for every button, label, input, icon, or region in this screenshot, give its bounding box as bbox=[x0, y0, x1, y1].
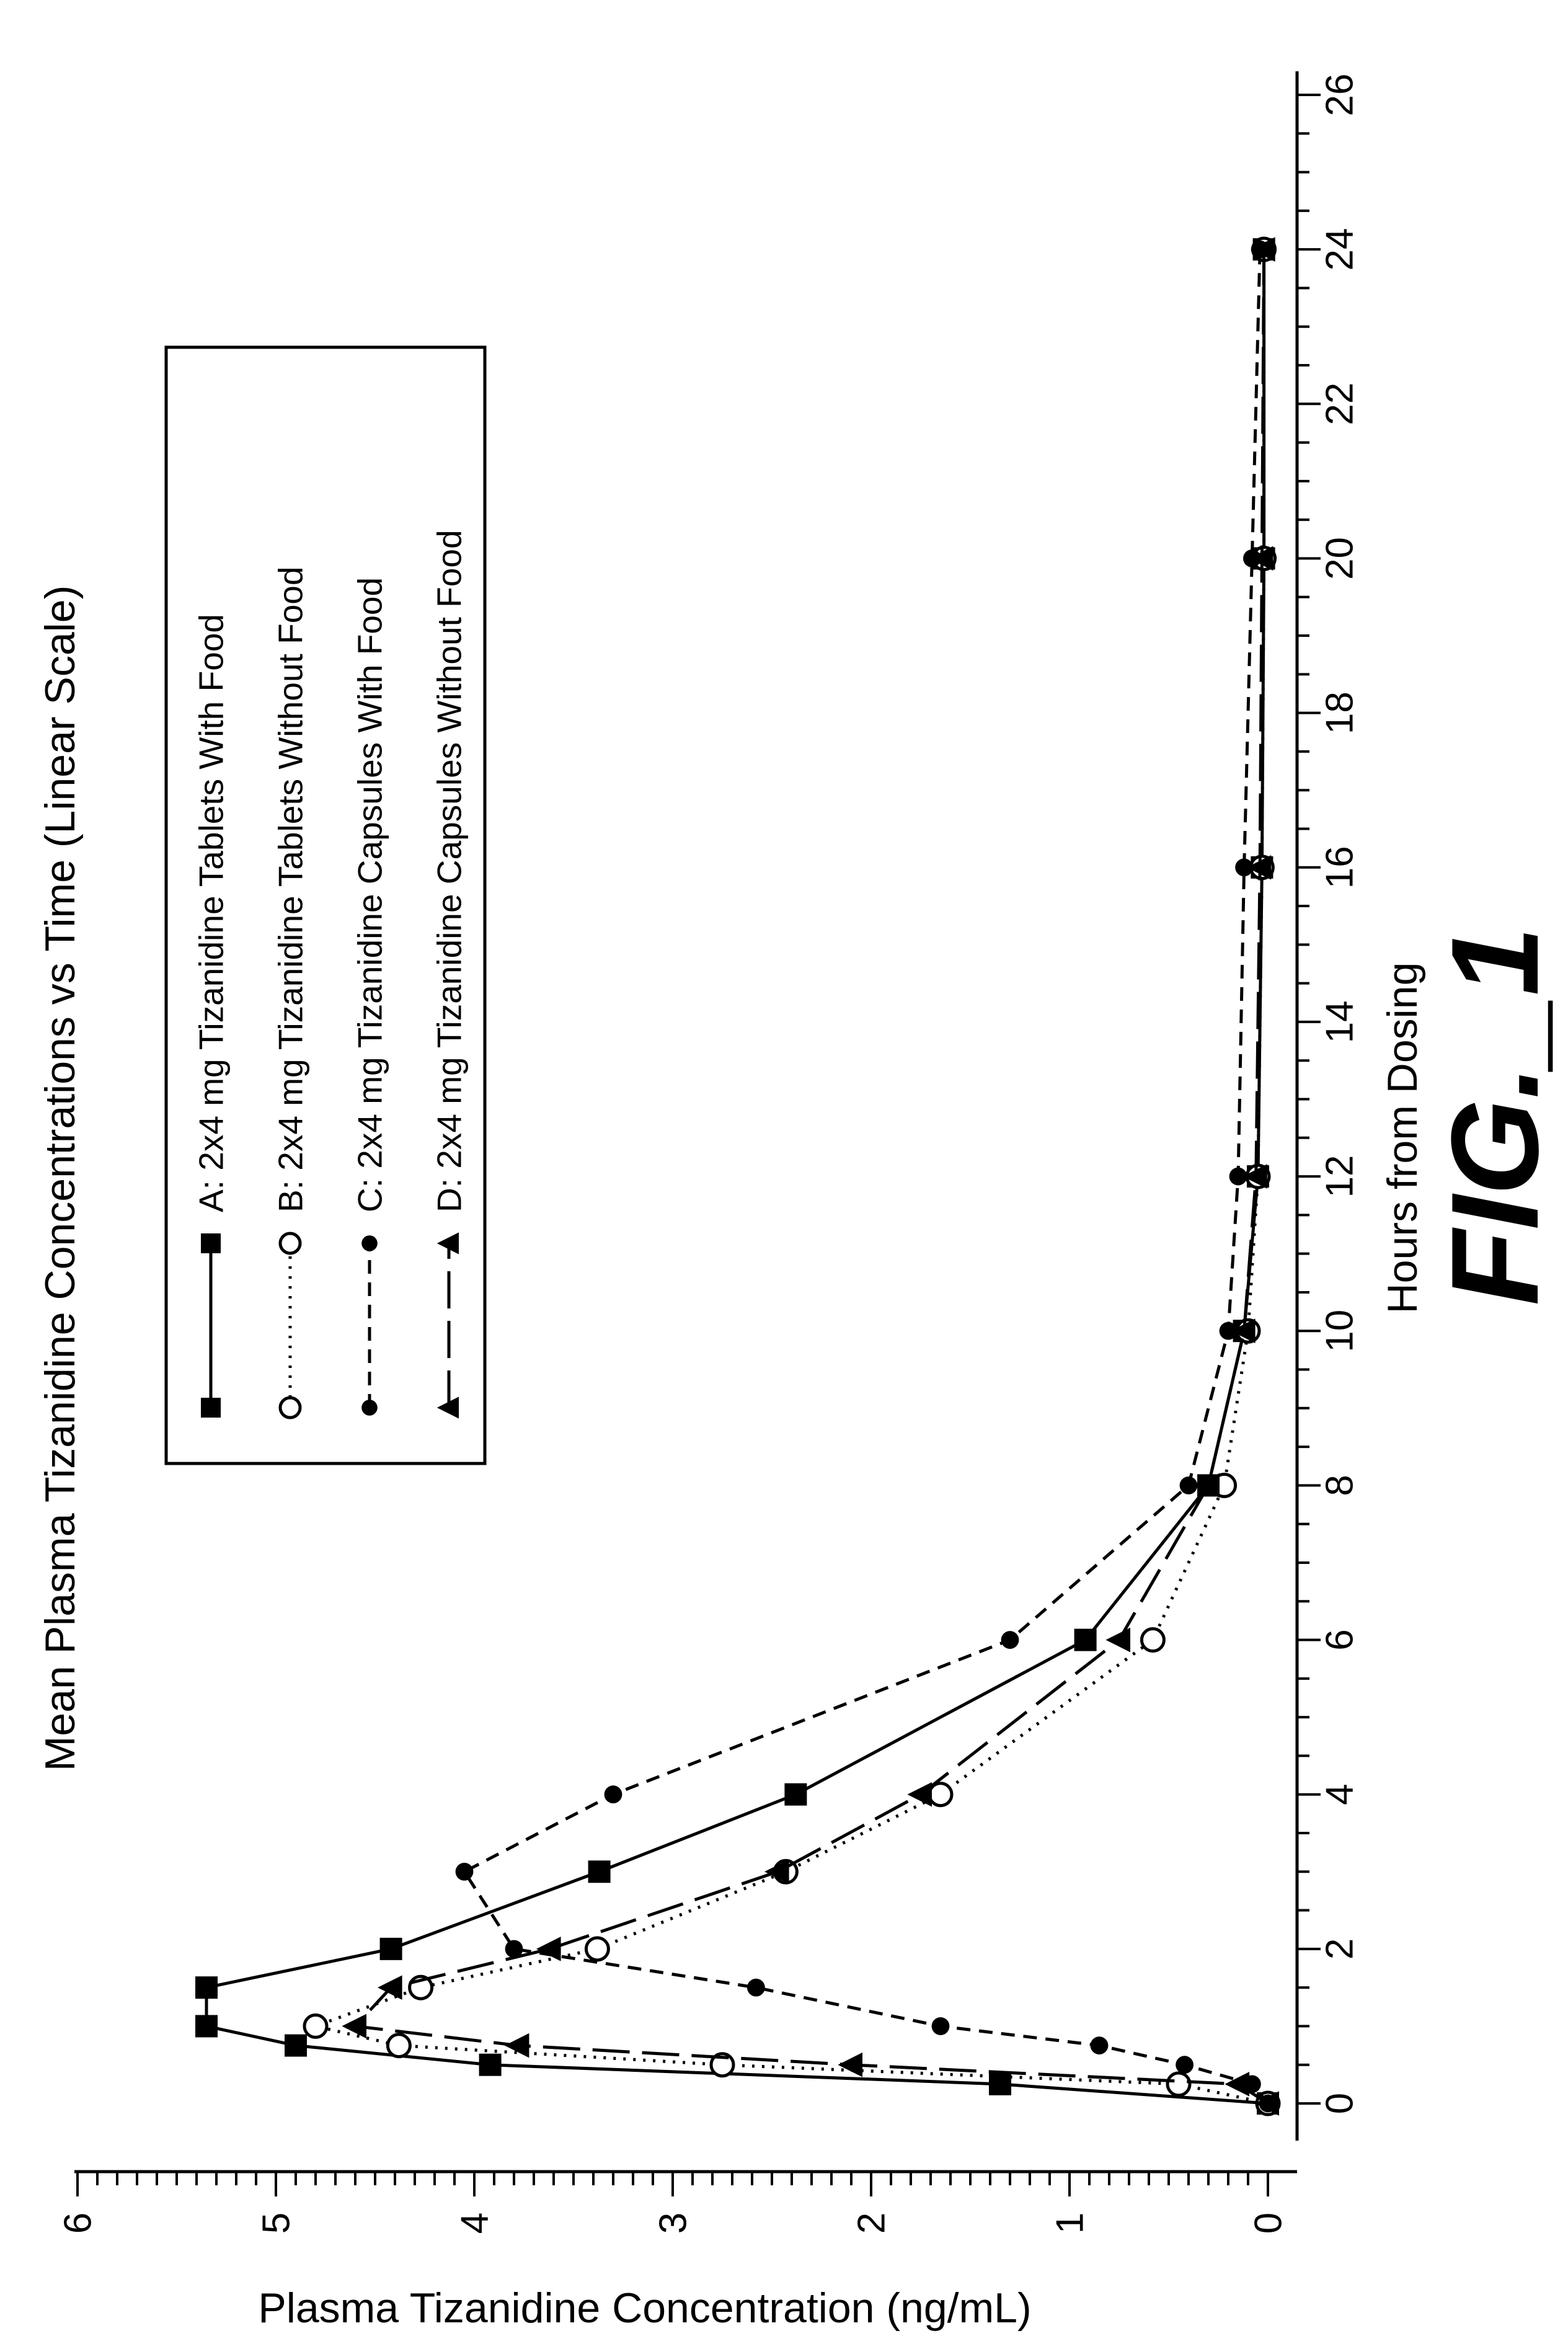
y-tick-label: 0 bbox=[1247, 2213, 1290, 2234]
legend-marker bbox=[201, 1233, 221, 1253]
data-point bbox=[588, 1860, 611, 1883]
data-point bbox=[195, 1976, 218, 1999]
data-point bbox=[747, 1979, 765, 1997]
legend-marker bbox=[201, 1398, 221, 1418]
legend-marker bbox=[361, 1400, 378, 1416]
x-tick-label: 26 bbox=[1319, 74, 1362, 117]
figure-label: FIG._1 bbox=[1426, 926, 1564, 1305]
legend-marker bbox=[280, 1233, 300, 1253]
x-tick-label: 0 bbox=[1319, 2093, 1362, 2114]
y-tick-label: 2 bbox=[851, 2213, 893, 2234]
data-point bbox=[342, 2014, 366, 2039]
x-tick-label: 20 bbox=[1319, 537, 1362, 580]
x-axis-label: Hours from Dosing bbox=[1379, 962, 1426, 1314]
data-point bbox=[784, 1783, 807, 1806]
y-tick-label: 1 bbox=[1049, 2213, 1092, 2234]
series-line bbox=[355, 249, 1268, 2103]
series-line bbox=[464, 249, 1268, 2103]
x-tick-label: 8 bbox=[1319, 1475, 1362, 1496]
data-point bbox=[1141, 1629, 1164, 1651]
data-point bbox=[838, 2053, 862, 2077]
data-point bbox=[605, 1785, 622, 1803]
data-point bbox=[536, 1937, 561, 1961]
data-point bbox=[456, 1863, 474, 1881]
x-tick-label: 18 bbox=[1319, 691, 1362, 734]
legend-label: A: 2x4 mg Tizanidine Tablets With Food bbox=[192, 614, 230, 1212]
x-tick-label: 6 bbox=[1319, 1629, 1362, 1650]
x-tick-label: 2 bbox=[1319, 1938, 1362, 1960]
data-point bbox=[505, 2033, 529, 2058]
data-point bbox=[380, 1938, 402, 1960]
x-tick-label: 12 bbox=[1319, 1155, 1362, 1198]
data-point bbox=[1176, 2056, 1194, 2074]
x-tick-label: 14 bbox=[1319, 1000, 1362, 1043]
chart-title: Mean Plasma Tizanidine Concentrations vs… bbox=[37, 585, 84, 1771]
legend: A: 2x4 mg Tizanidine Tablets With Food B:… bbox=[166, 347, 485, 1463]
y-tick-label: 6 bbox=[57, 2213, 100, 2234]
data-point bbox=[388, 2035, 410, 2057]
data-point bbox=[479, 2054, 502, 2076]
x-tick-label: 16 bbox=[1319, 846, 1362, 889]
data-point bbox=[1105, 1628, 1130, 1653]
data-point bbox=[1001, 1631, 1019, 1649]
x-tick-label: 4 bbox=[1319, 1783, 1362, 1805]
x-tick-label: 10 bbox=[1319, 1310, 1362, 1352]
x-tick-label: 22 bbox=[1319, 383, 1362, 425]
legend-marker bbox=[280, 1398, 300, 1418]
data-point bbox=[304, 2015, 327, 2037]
data-point bbox=[1180, 1476, 1198, 1494]
data-point bbox=[1074, 1629, 1097, 1651]
data-point bbox=[1091, 2036, 1109, 2054]
data-point bbox=[932, 2017, 950, 2035]
data-point bbox=[1167, 2073, 1190, 2095]
data-point bbox=[195, 2015, 218, 2037]
data-point bbox=[1225, 2072, 1249, 2097]
legend-label: B: 2x4 mg Tizanidine Tablets Without Foo… bbox=[271, 567, 309, 1212]
data-point bbox=[907, 1782, 932, 1807]
y-tick-label: 4 bbox=[454, 2213, 497, 2234]
data-point bbox=[586, 1938, 608, 1960]
series-c bbox=[456, 241, 1277, 2113]
data-point bbox=[285, 2035, 307, 2057]
legend-label: C: 2x4 mg Tizanidine Capsules With Food bbox=[350, 577, 389, 1212]
y-tick-label: 3 bbox=[652, 2213, 695, 2234]
y-tick-label: 5 bbox=[255, 2213, 298, 2234]
legend-label: D: 2x4 mg Tizanidine Capsules Without Fo… bbox=[430, 530, 468, 1212]
x-tick-label: 24 bbox=[1319, 228, 1362, 271]
y-axis-label: Plasma Tizanidine Concentration (ng/mL) bbox=[258, 2285, 1031, 2332]
legend-marker bbox=[361, 1235, 378, 1251]
